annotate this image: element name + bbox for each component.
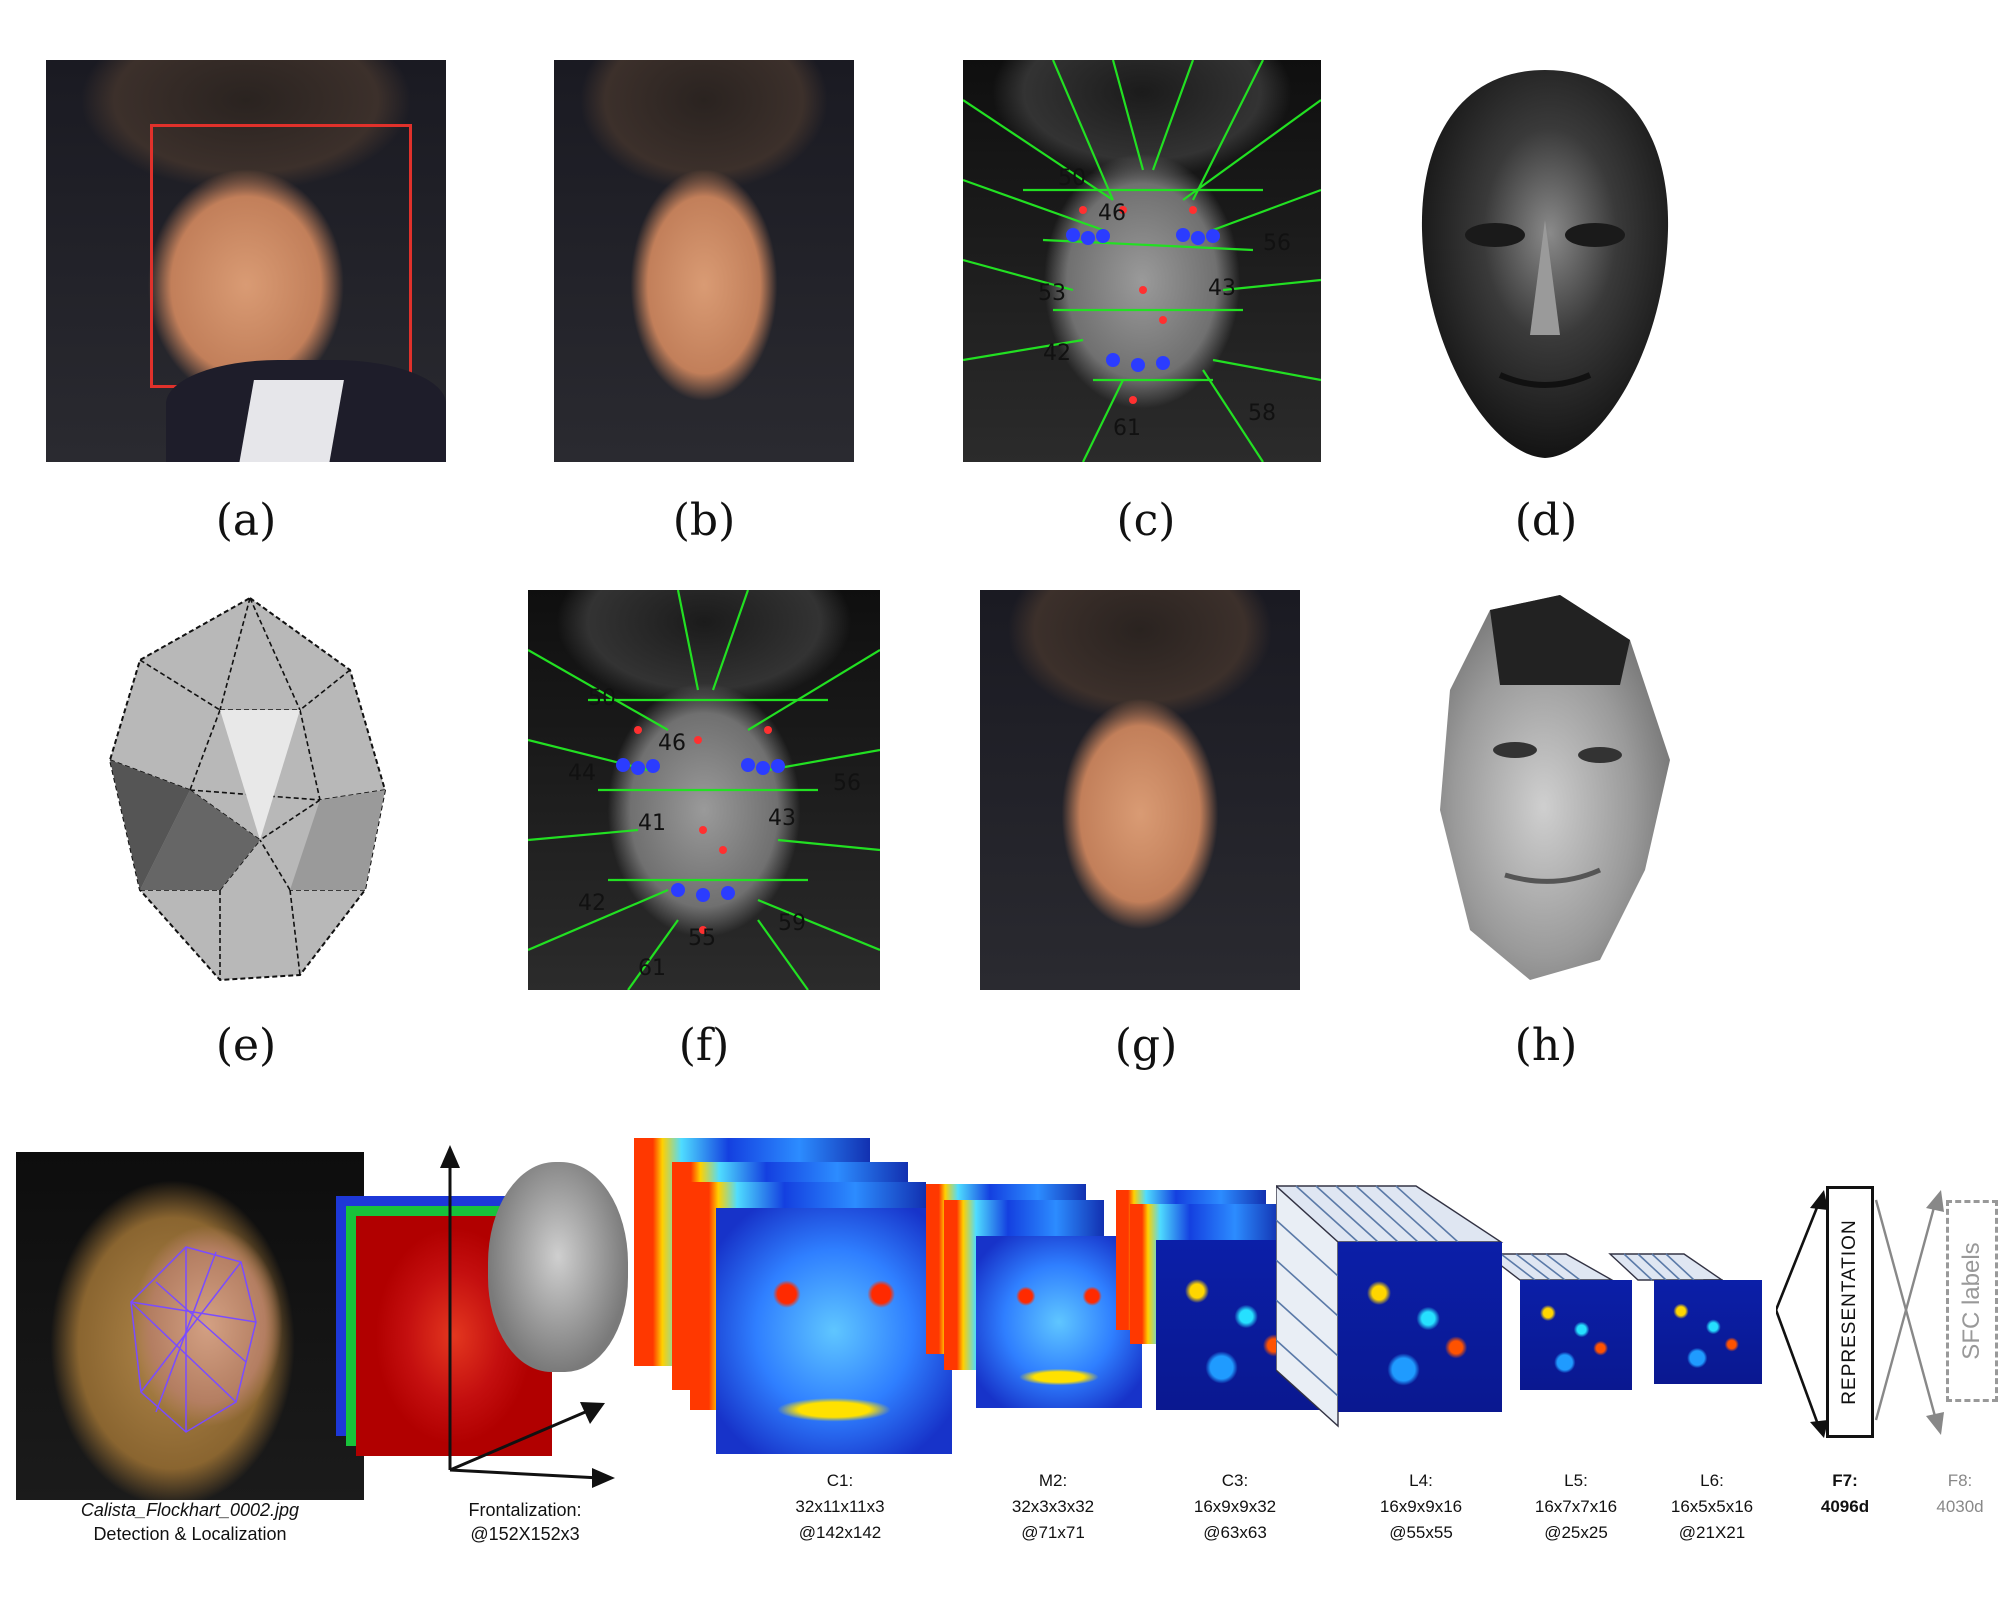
landmark-number: 56 xyxy=(1263,231,1291,256)
landmark-number: 50 xyxy=(1058,166,1086,191)
f7-label: F7: 4096d xyxy=(1800,1468,1890,1520)
landmark-number: 55 xyxy=(688,926,716,951)
triangulated-face-mesh xyxy=(100,590,390,990)
input-filename: Calista_Flockhart_0002.jpg xyxy=(30,1500,350,1521)
caption-g: (g) xyxy=(1066,1020,1226,1071)
f8-label: F8: 4030d xyxy=(1920,1468,2000,1520)
panel-a-image xyxy=(46,60,446,462)
panel-h-image xyxy=(1430,590,1680,990)
landmark-number: 46 xyxy=(658,731,686,756)
panel-f-image: 50 46 44 41 43 56 42 55 59 61 xyxy=(528,590,880,990)
landmark-mesh-f: 50 46 44 41 43 56 42 55 59 61 xyxy=(528,590,880,990)
panel-e-image xyxy=(100,590,390,990)
c1-label: C1: 32x11x11x3 @142x142 xyxy=(760,1468,920,1546)
landmark-number: 43 xyxy=(768,806,796,831)
input-stage-label: Detection & Localization xyxy=(30,1524,350,1545)
detection-box xyxy=(150,124,412,388)
l4-label: L4: 16x9x9x16 @55x55 xyxy=(1346,1468,1496,1546)
caption-a: (a) xyxy=(166,495,326,546)
l4-map xyxy=(1338,1242,1502,1412)
landmark-number: 42 xyxy=(578,891,606,916)
landmark-number: 42 xyxy=(1043,341,1071,366)
axes-arrows xyxy=(420,1140,630,1520)
landmark-number: 59 xyxy=(778,911,806,936)
landmark-number: 44 xyxy=(568,761,596,786)
caption-e: (e) xyxy=(166,1020,326,1071)
f7-box-text: REPRESENTATION xyxy=(1839,1219,1861,1404)
m2-label: M2: 32x3x3x32 @71x71 xyxy=(978,1468,1128,1546)
f7-representation-box: REPRESENTATION xyxy=(1826,1186,1874,1438)
l5-label: L5: 16x7x7x16 @25x25 xyxy=(1504,1468,1648,1546)
l6-label: L6: 16x5x5x16 @21X21 xyxy=(1640,1468,1784,1546)
landmark-number: 61 xyxy=(1113,416,1141,441)
l5-block xyxy=(1486,1254,1612,1280)
landmark-number: 61 xyxy=(638,956,666,981)
frontalization-size: @152X152x3 xyxy=(440,1524,610,1545)
f8-box-text: SFC labels xyxy=(1958,1242,1986,1359)
landmark-number: 56 xyxy=(833,771,861,796)
caption-f: (f) xyxy=(624,1020,784,1071)
caption-h: (h) xyxy=(1466,1020,1626,1071)
landmark-number: 41 xyxy=(638,811,666,836)
landmark-number: 53 xyxy=(1038,281,1066,306)
frontalization-label: Frontalization: xyxy=(440,1500,610,1521)
c3-label: C3: 16x9x9x32 @63x63 xyxy=(1160,1468,1310,1546)
landmark-mesh-c: 50 46 53 43 56 42 58 61 xyxy=(963,60,1321,462)
f8-sfc-box: SFC labels xyxy=(1946,1200,1998,1402)
face-mesh-overlay xyxy=(16,1152,364,1500)
c1-map-front xyxy=(716,1208,952,1454)
caption-b: (b) xyxy=(624,495,784,546)
panel-g-image xyxy=(980,590,1300,990)
shirt-collar xyxy=(238,380,344,462)
l5-map xyxy=(1520,1280,1632,1390)
landmark-number: 43 xyxy=(1208,276,1236,301)
panel-c-image: 50 46 53 43 56 42 58 61 xyxy=(963,60,1321,462)
frontalized-gray-face xyxy=(1430,590,1680,990)
caption-c: (c) xyxy=(1066,495,1226,546)
panel-d-image xyxy=(1400,60,1690,462)
panel-b-image xyxy=(554,60,854,462)
input-photo xyxy=(16,1152,364,1500)
landmark-number: 50 xyxy=(588,686,616,711)
landmark-number: 58 xyxy=(1248,401,1276,426)
landmark-number: 46 xyxy=(1098,201,1126,226)
l6-map xyxy=(1654,1280,1762,1384)
caption-d: (d) xyxy=(1466,495,1626,546)
3d-face-model xyxy=(1400,60,1690,462)
